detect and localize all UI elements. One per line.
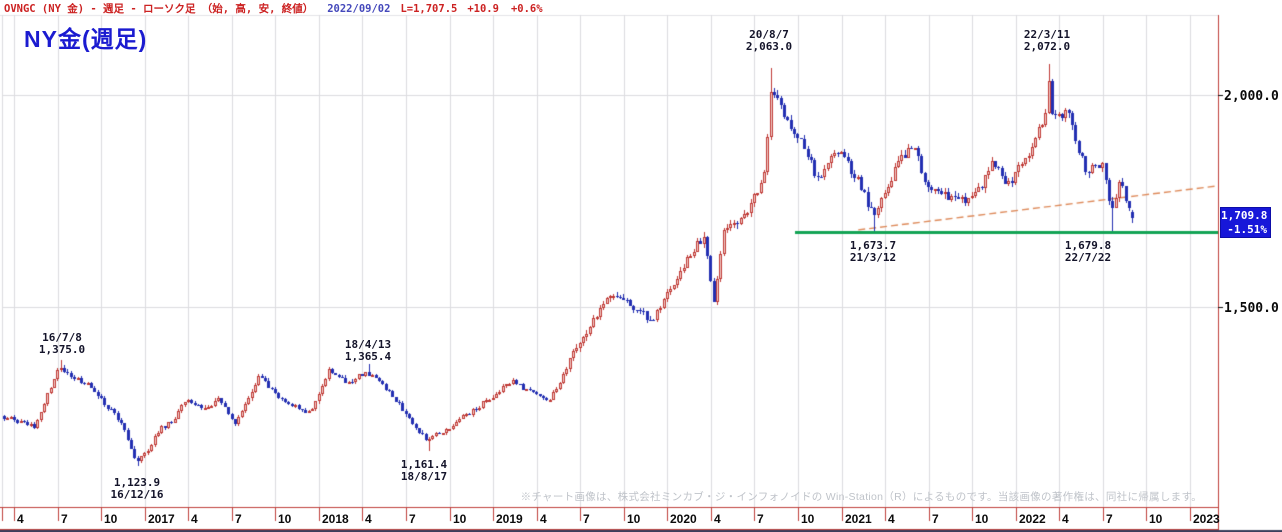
x-axis-label: 10 xyxy=(278,512,292,526)
chart-annotation: 22/3/11 2,072.0 xyxy=(1024,29,1070,53)
annotation-line: 1,679.8 xyxy=(1064,239,1112,252)
chart-annotation: 16/7/8 1,375.0 xyxy=(39,332,85,356)
x-axis-label: 10 xyxy=(453,512,467,526)
header-change: +10.9 xyxy=(467,3,499,15)
annotation-line: 1,365.4 xyxy=(344,350,392,363)
annotation-line: 16/12/16 xyxy=(110,488,164,501)
x-axis-label: 7 xyxy=(932,512,939,526)
x-axis-label: 4 xyxy=(714,512,721,526)
header-last-price: L=1,707.5 xyxy=(400,3,458,15)
x-axis-label: 2018 xyxy=(322,512,349,526)
y-axis-label-2000: 2,000.0 xyxy=(1224,89,1279,104)
x-axis-label: 2020 xyxy=(670,512,697,526)
chart-annotation: 1,679.8 22/7/22 xyxy=(1065,240,1111,264)
annotation-line: 18/8/17 xyxy=(400,470,448,483)
x-axis-label: 4 xyxy=(1062,512,1069,526)
x-axis-label: 10 xyxy=(801,512,815,526)
x-axis-label: 10 xyxy=(627,512,641,526)
annotation-line: 22/7/22 xyxy=(1064,251,1112,264)
x-axis-label: 7 xyxy=(757,512,764,526)
annotation-line: 18/4/13 xyxy=(344,338,392,351)
header-change-pct: +0.6% xyxy=(510,3,543,15)
current-price-change-pct: -1.51% xyxy=(1227,223,1267,236)
chart-annotation: 1,161.4 18/8/17 xyxy=(401,459,447,483)
annotation-line: 1,673.7 xyxy=(849,239,897,252)
x-axis-label: 2019 xyxy=(496,512,523,526)
x-axis-label: 4 xyxy=(365,512,372,526)
x-axis-label: 4 xyxy=(17,512,24,526)
x-axis-label: 7 xyxy=(235,512,242,526)
annotation-line: 1,123.9 xyxy=(113,476,161,489)
y-axis-label-1500: 1,500.0 xyxy=(1224,301,1279,316)
annotation-line: 16/7/8 xyxy=(42,331,82,344)
chart-annotation: 1,673.7 21/3/12 xyxy=(850,240,896,264)
page-title: NY金(週足) xyxy=(24,26,148,52)
x-axis-label: 10 xyxy=(104,512,118,526)
x-axis-label: 7 xyxy=(583,512,590,526)
chart-annotation: 18/4/13 1,365.4 xyxy=(345,339,391,363)
x-axis-label: 7 xyxy=(1106,512,1113,526)
current-price-box: 1,709.8 -1.51% xyxy=(1220,207,1271,238)
annotation-line: 20/8/7 xyxy=(749,28,789,41)
annotation-line: 21/3/12 xyxy=(849,251,897,264)
annotation-line: 22/3/11 xyxy=(1023,28,1071,41)
x-axis-label: 2023 xyxy=(1193,512,1220,526)
annotation-line: 1,375.0 xyxy=(38,343,86,356)
x-axis-label: 2022 xyxy=(1019,512,1046,526)
header-instrument: OVNGC (NY 金) - 週足 - ローソク足 （始, 高, 安, 終値） xyxy=(4,3,314,15)
chart-annotation: 20/8/7 2,063.0 xyxy=(746,29,792,53)
x-axis-label: 10 xyxy=(1149,512,1163,526)
x-axis-label: 7 xyxy=(61,512,68,526)
chart-header: OVNGC (NY 金) - 週足 - ローソク足 （始, 高, 安, 終値） 2… xyxy=(4,1,543,16)
x-axis-label: 2017 xyxy=(148,512,175,526)
current-price-value: 1,709.8 xyxy=(1221,209,1268,222)
annotation-line: 2,063.0 xyxy=(745,40,793,53)
annotation-line: 2,072.0 xyxy=(1023,40,1071,53)
x-axis-label: 4 xyxy=(191,512,198,526)
chart-annotation: 1,123.9 16/12/16 xyxy=(111,477,164,501)
x-axis-label: 7 xyxy=(409,512,416,526)
annotation-line: 1,161.4 xyxy=(400,458,448,471)
x-axis-label: 2021 xyxy=(845,512,872,526)
watermark: ※チャート画像は、株式会社ミンカブ・ジ・インフォノイドの Win-Station… xyxy=(520,491,1202,503)
header-date: 2022/09/02 xyxy=(327,3,391,15)
x-axis-label: 4 xyxy=(888,512,895,526)
x-axis-label: 4 xyxy=(540,512,547,526)
x-axis-label: 10 xyxy=(975,512,989,526)
